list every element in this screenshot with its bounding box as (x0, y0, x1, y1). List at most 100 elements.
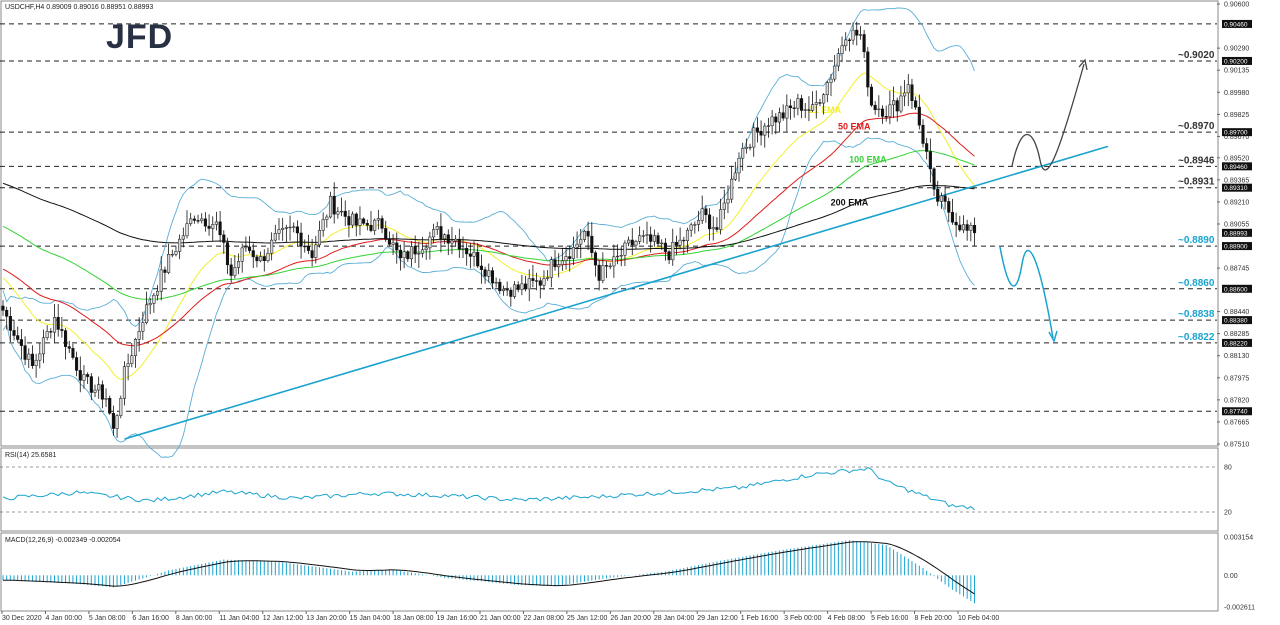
candle-bear (792, 107, 796, 109)
candle-bear (1, 305, 5, 311)
candle-bear (590, 235, 594, 254)
candle-bear (78, 370, 82, 381)
candle-bull (281, 228, 285, 230)
rsi-header: RSI(14) 25.6581 (5, 452, 56, 459)
candle-bull (836, 53, 840, 67)
candle-bull (612, 256, 616, 267)
candle-bear (774, 116, 778, 123)
price-tag-text: 0.90460 (1224, 21, 1248, 28)
candle-bear (380, 218, 384, 229)
candle-bull (292, 226, 296, 228)
candle-bull (211, 224, 215, 229)
candle-bull (641, 235, 645, 237)
candle-bull (454, 238, 458, 242)
candle-bull (288, 226, 292, 229)
price-tick-label: 0.88285 (1224, 331, 1249, 338)
candle-bull (52, 317, 57, 333)
candle-bull (619, 255, 623, 257)
candle-bear (207, 225, 211, 229)
candle-bear (895, 100, 899, 112)
price-tag-text: 0.89310 (1224, 185, 1248, 192)
level-label: ~0.8890 (1178, 235, 1215, 246)
candle-bull (34, 359, 38, 366)
candle-bull (27, 353, 31, 360)
candle-bear (490, 270, 494, 284)
candle-bull (450, 240, 454, 244)
candle-bull (244, 246, 248, 249)
candle-bull (236, 261, 241, 268)
candles (1, 21, 977, 438)
candle-bear (921, 124, 925, 144)
candle-bull (328, 195, 333, 218)
candle-bull (961, 224, 966, 231)
candle-bear (604, 265, 609, 267)
jfd-logo: JFD (106, 18, 173, 56)
candle-bear (656, 235, 660, 244)
candle-bear (30, 353, 34, 366)
candle-bear (67, 346, 71, 349)
candle-bear (682, 239, 686, 242)
candle-bear (100, 384, 104, 400)
candle-bear (630, 239, 634, 246)
candle-bear (262, 256, 266, 261)
candle-bull (97, 384, 101, 391)
candle-bull (259, 256, 263, 262)
candle-bull (45, 331, 49, 339)
time-tick-label: 18 Jan 08:00 (393, 615, 434, 622)
macd-header: MACD(12,26,9) -0.002349 -0.002054 (5, 537, 121, 544)
candle-bull (512, 284, 517, 297)
candle-bull (858, 34, 862, 36)
candle-bull (763, 125, 767, 136)
candle-bear (218, 221, 222, 236)
candle-bull (174, 251, 178, 255)
candle-bear (788, 105, 793, 109)
price-tick-label: 0.87665 (1224, 419, 1249, 426)
candle-bear (306, 246, 310, 251)
candle-bull (546, 277, 550, 279)
candle-bull (634, 241, 638, 246)
candle-bull (814, 102, 818, 105)
candle-bull (409, 246, 414, 260)
price-tag (1222, 183, 1252, 192)
ema-50-line (2, 112, 975, 347)
candle-bull (200, 218, 204, 221)
candle-bear (855, 29, 859, 36)
candle-bear (866, 51, 870, 88)
candle-bull (141, 322, 145, 332)
candle-bull (115, 415, 119, 429)
time-tick-label: 25 Jan 12:00 (567, 615, 608, 622)
candle-bull (351, 213, 355, 226)
candle-bear (108, 398, 112, 414)
candle-bull (178, 238, 182, 252)
bearish-scenario-arrow (999, 246, 1054, 339)
price-tag (1222, 407, 1252, 416)
candle-bull (685, 229, 690, 241)
time-tick-label: 13 Jan 20:00 (306, 615, 347, 622)
price-tick-label: 0.90290 (1224, 46, 1249, 53)
price-tag-text: 0.87740 (1224, 409, 1248, 416)
candle-bull (840, 45, 844, 54)
candle-bull (104, 398, 108, 400)
time-tick-label: 29 Jan 12:00 (697, 615, 738, 622)
macd-indicator: 0.003154 0.00 -0.002611 (2, 535, 1255, 612)
price-tick-label: 0.89825 (1224, 112, 1249, 119)
candle-bear (248, 246, 252, 251)
candle-bear (89, 376, 93, 393)
time-tick-label: 5 Feb 16:00 (871, 615, 908, 622)
price-tag-text: 0.89460 (1224, 164, 1248, 171)
candle-bear (255, 256, 259, 262)
candle-bull (770, 116, 774, 126)
candle-bull (137, 331, 141, 340)
last-price-tag-text: 0.88993 (1224, 230, 1248, 237)
candle-bull (969, 225, 973, 231)
candle-bull (133, 339, 138, 356)
price-tag-text: 0.88220 (1224, 340, 1248, 347)
candle-bull (549, 259, 553, 278)
rsi-indicator: 80 20 (0, 465, 1232, 517)
candle-bull (240, 247, 244, 262)
candle-bear (465, 248, 469, 255)
candle-bull (376, 218, 380, 221)
candle-bear (229, 264, 233, 276)
candle-bear (553, 259, 557, 268)
bearish-arrowhead (1048, 330, 1058, 343)
